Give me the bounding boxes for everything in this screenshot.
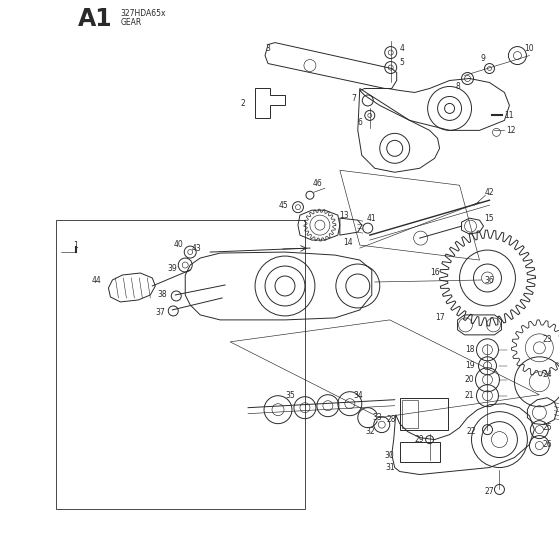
Text: 43: 43 (192, 244, 201, 253)
Text: 38: 38 (157, 291, 167, 300)
Bar (400, 442, 440, 461)
Text: 7: 7 (351, 94, 356, 103)
Text: 9: 9 (480, 54, 485, 63)
Text: 25: 25 (543, 423, 552, 432)
Text: 26: 26 (543, 440, 552, 449)
Text: 29: 29 (415, 435, 424, 444)
Text: 13: 13 (339, 211, 349, 220)
Text: 8: 8 (455, 82, 460, 91)
Text: 21: 21 (465, 391, 474, 400)
Text: 17: 17 (435, 314, 445, 323)
Text: 34: 34 (353, 391, 363, 400)
Text: 32: 32 (365, 427, 375, 436)
Text: 36: 36 (484, 276, 494, 284)
Text: 18: 18 (465, 346, 474, 354)
Text: 10: 10 (525, 44, 534, 53)
Text: 42: 42 (484, 188, 494, 197)
Text: 15: 15 (484, 214, 494, 223)
Text: 5: 5 (399, 58, 404, 67)
Text: 327HDA65x: 327HDA65x (120, 9, 166, 18)
Text: 37: 37 (156, 309, 165, 318)
Text: 41: 41 (367, 214, 376, 223)
Text: 14: 14 (343, 237, 353, 246)
Text: 30: 30 (385, 451, 395, 460)
Text: GEAR: GEAR (120, 18, 142, 27)
Text: 3: 3 (265, 44, 270, 53)
Text: 27: 27 (484, 487, 494, 496)
Text: 2: 2 (241, 99, 245, 108)
Text: A1: A1 (78, 7, 113, 31)
Text: 1: 1 (73, 241, 78, 250)
Text: 12: 12 (507, 126, 516, 135)
Bar (400, 398, 447, 430)
Text: 31: 31 (385, 463, 395, 472)
Text: 33: 33 (373, 413, 382, 422)
Text: 20: 20 (465, 375, 474, 384)
Text: 44: 44 (92, 276, 101, 284)
Text: 40: 40 (174, 240, 183, 249)
Bar (402, 400, 418, 428)
Text: 23: 23 (543, 335, 552, 344)
Text: 46: 46 (313, 179, 323, 188)
Text: 19: 19 (465, 361, 474, 370)
Bar (55, 220, 305, 510)
Text: 16: 16 (430, 268, 440, 277)
Text: 39: 39 (167, 264, 177, 273)
Text: 35: 35 (285, 391, 295, 400)
Text: 22: 22 (467, 427, 476, 436)
Text: 24: 24 (543, 370, 552, 379)
Text: 11: 11 (505, 111, 514, 120)
Text: 45: 45 (279, 200, 289, 209)
Text: 4: 4 (399, 44, 404, 53)
Text: 28: 28 (387, 415, 396, 424)
Text: 6: 6 (357, 118, 362, 127)
